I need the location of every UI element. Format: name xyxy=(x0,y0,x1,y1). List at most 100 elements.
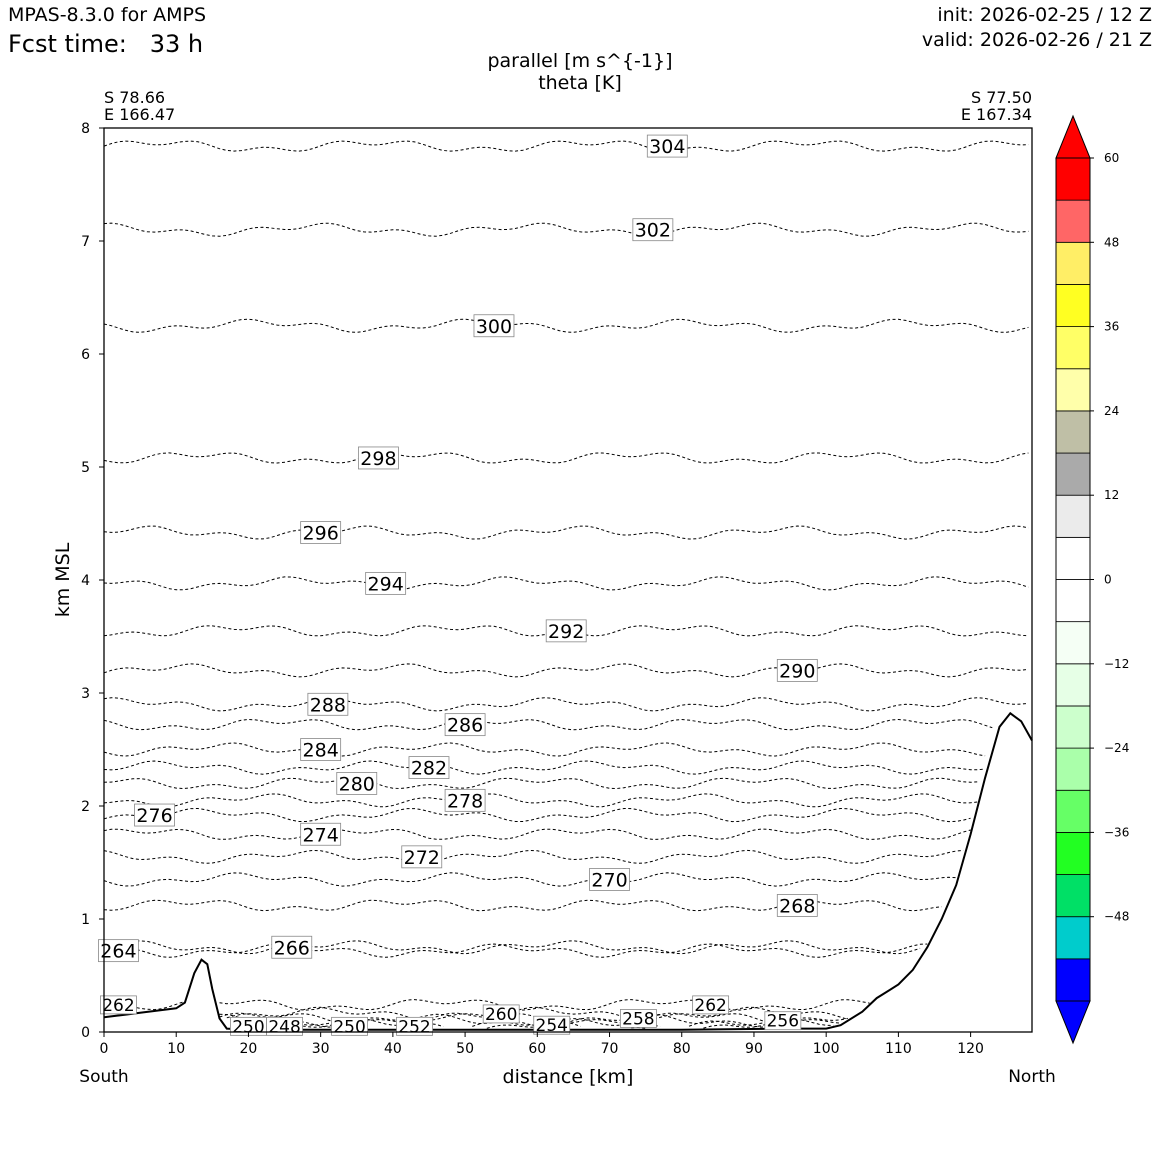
y-tick-label-5: 5 xyxy=(81,460,90,476)
theta-label-box xyxy=(300,822,342,846)
theta-label-270-17: 270 xyxy=(589,868,630,891)
theta-label-text: 264 xyxy=(100,941,136,963)
theta-label-box xyxy=(408,756,450,779)
theta-label-box xyxy=(336,772,378,795)
theta-label-288-8: 288 xyxy=(307,692,349,716)
theta-contour-294 xyxy=(103,576,1029,591)
theta-label-262-21: 262 xyxy=(692,995,730,1016)
theta-label-text: 266 xyxy=(274,937,310,959)
theta-label-box xyxy=(533,1015,571,1035)
y-tick-label-0: 0 xyxy=(81,1025,90,1041)
x-tick-label-30: 30 xyxy=(312,1041,330,1057)
x-tick-label-70: 70 xyxy=(601,1041,619,1057)
chart-title: parallel [m s^{-1}] xyxy=(487,50,672,72)
colorbar-bin xyxy=(1055,326,1091,370)
theta-label-box xyxy=(692,995,730,1015)
theta-label-text: 258 xyxy=(622,1009,654,1029)
y-tick-label-1: 1 xyxy=(81,912,90,928)
x-tick-label-120: 120 xyxy=(957,1041,984,1057)
theta-label-text: 270 xyxy=(591,869,627,891)
theta-contour-286 xyxy=(104,720,1028,730)
theta-label-text: 280 xyxy=(339,773,375,795)
colorbar-tick-label: 12 xyxy=(1104,488,1119,502)
x-axis-ticks: 0 10 20 30 40 50 60 70 80 90 100 110 120 xyxy=(100,1032,984,1057)
theta-label-box xyxy=(100,995,137,1015)
x-tick-label-60: 60 xyxy=(528,1041,546,1057)
theta-label-box xyxy=(266,1016,303,1036)
x-tick-label-90: 90 xyxy=(745,1041,763,1057)
colorbar-tick-label: 48 xyxy=(1104,235,1119,249)
y-tick-label-2: 2 xyxy=(81,799,90,815)
theta-label-text: 302 xyxy=(635,220,671,242)
theta-label-box xyxy=(365,571,407,595)
y-tick-label-4: 4 xyxy=(81,573,90,589)
theta-label-text: 284 xyxy=(303,740,339,762)
colorbar-over-arrow xyxy=(1055,114,1091,159)
theta-contour-304 xyxy=(103,140,1029,152)
colorbar-bin xyxy=(1055,621,1091,665)
right-endpoint-lon: E 167.34 xyxy=(961,105,1032,124)
theta-contour-288 xyxy=(103,697,1029,712)
theta-label-box xyxy=(300,521,342,544)
theta-label-260-23: 260 xyxy=(482,1004,520,1025)
colorbar-bin xyxy=(1055,747,1091,791)
x-tick-label-20: 20 xyxy=(240,1041,258,1057)
colorbar-bin xyxy=(1055,157,1091,201)
theta-label-286-9: 286 xyxy=(444,713,486,737)
theta-label-text: 262 xyxy=(102,996,134,1016)
colorbar-bin xyxy=(1055,579,1091,623)
theta-label-282-11: 282 xyxy=(408,756,450,780)
theta-label-text: 286 xyxy=(447,715,483,737)
theta-contour-276 xyxy=(103,807,971,823)
theta-contour-labels: 304 302 300 298 296 294 292 290 288 286 284 282 280 2… xyxy=(98,134,818,1037)
theta-label-text: 278 xyxy=(447,790,483,812)
y-tick-label-8: 8 xyxy=(81,121,90,137)
x-tick-label-50: 50 xyxy=(456,1041,474,1057)
theta-label-302-1: 302 xyxy=(632,218,674,242)
colorbar-bin xyxy=(1055,199,1091,243)
theta-label-296-4: 296 xyxy=(300,521,342,545)
theta-label-text: 262 xyxy=(694,996,726,1016)
theta-label-254-26: 254 xyxy=(533,1015,571,1036)
theta-label-box xyxy=(444,713,486,737)
colorbar-tick-label: −48 xyxy=(1104,910,1129,924)
theta-contour-280 xyxy=(103,777,978,790)
colorbar-bin xyxy=(1055,494,1091,538)
theta-label-box xyxy=(307,692,349,716)
theta-label-box xyxy=(620,1009,657,1028)
colorbar-tick-label: −24 xyxy=(1104,741,1129,755)
x-tick-label-10: 10 xyxy=(167,1041,185,1057)
model-title: MPAS-8.3.0 for AMPS xyxy=(8,4,207,26)
theta-label-text: 268 xyxy=(779,895,815,917)
theta-label-box xyxy=(776,894,818,917)
theta-contour-298 xyxy=(103,452,1029,464)
x-tick-label-80: 80 xyxy=(673,1041,691,1057)
theta-contour-272 xyxy=(103,849,964,864)
theta-label-box xyxy=(271,935,313,959)
theta-label-text: 298 xyxy=(360,448,396,470)
theta-label-304-0: 304 xyxy=(646,134,688,158)
theta-label-box xyxy=(589,868,630,891)
colorbar-bin xyxy=(1055,663,1091,707)
theta-label-box xyxy=(473,314,515,338)
init-time: init: 2026-02-25 / 12 Z xyxy=(937,4,1152,26)
theta-label-298-3: 298 xyxy=(358,446,399,470)
colorbar: 60 48 36 24 12 0 −12 −24 −36 −48 xyxy=(1055,114,1129,1045)
colorbar-bin xyxy=(1055,410,1091,454)
theta-label-248-30: 248 xyxy=(266,1016,303,1037)
theta-label-268-18: 268 xyxy=(776,894,818,917)
theta-contour-274 xyxy=(103,828,971,840)
theta-label-292-6: 292 xyxy=(545,619,587,643)
x-axis-label: distance [km] xyxy=(503,1066,634,1088)
theta-label-text: 250 xyxy=(333,1017,365,1037)
theta-label-box xyxy=(331,1016,368,1036)
left-endpoint-lon: E 166.47 xyxy=(104,105,175,124)
theta-label-box xyxy=(444,788,486,812)
theta-label-box xyxy=(358,446,399,470)
theta-label-272-16: 272 xyxy=(401,845,443,869)
theta-label-text: 300 xyxy=(476,316,512,338)
theta-label-text: 256 xyxy=(767,1012,799,1032)
theta-label-256-25: 256 xyxy=(764,1011,802,1032)
theta-contour-266 xyxy=(103,940,921,955)
